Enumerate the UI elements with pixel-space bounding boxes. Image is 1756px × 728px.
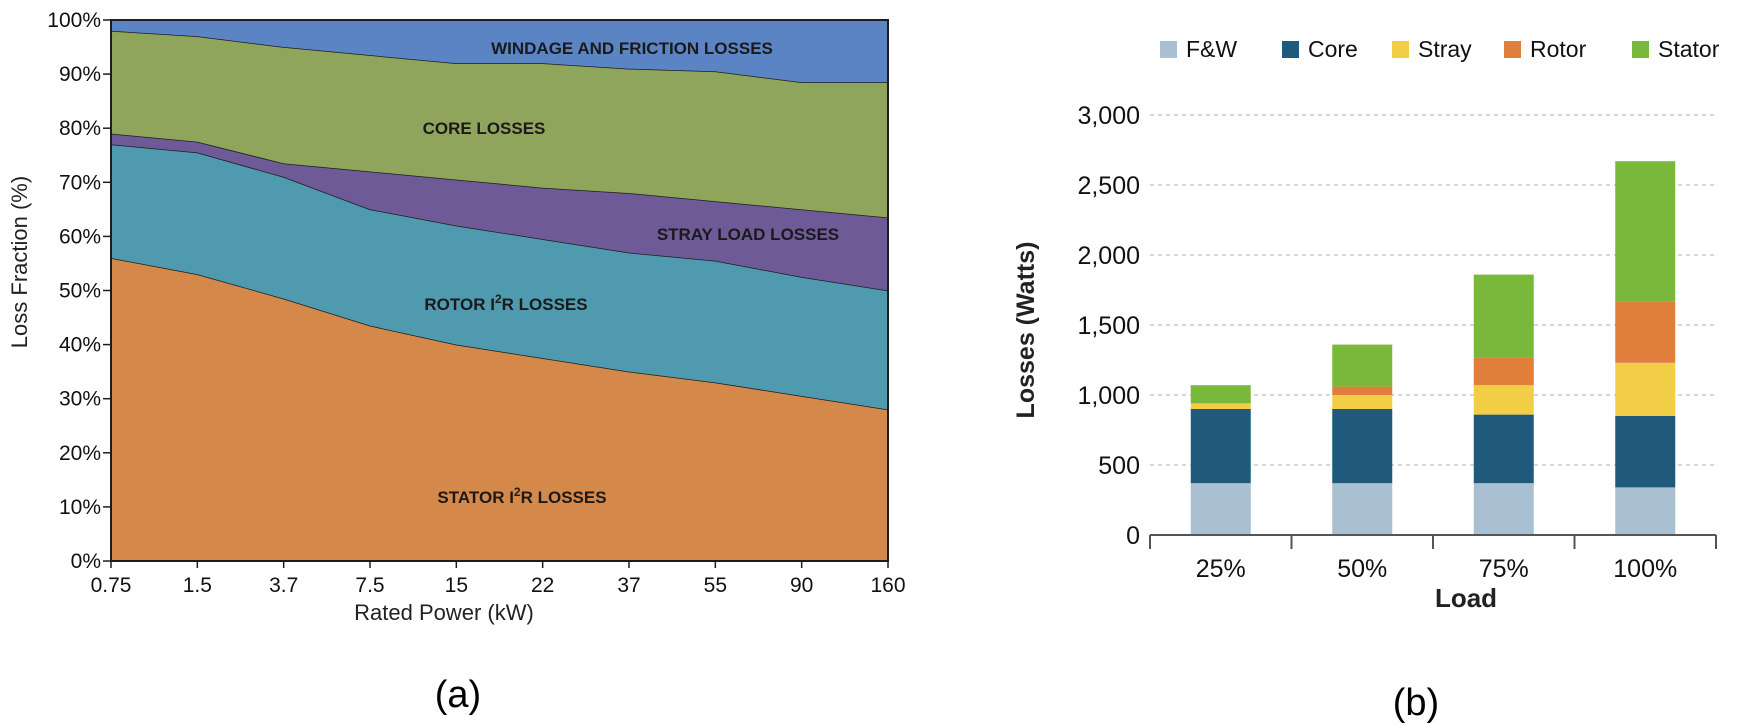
bar-y-tick-label: 500 — [1098, 452, 1140, 480]
area-y-tick-label: 60% — [59, 225, 101, 248]
area-windage-friction — [111, 20, 888, 83]
area-x-tick-label: 22 — [531, 574, 554, 597]
bar-segment-stator — [1332, 344, 1393, 387]
area-axes: 0% 10% 20% 30% 40% 50% 60% 70% 80% 90% 100% 0.75 1.5… — [47, 9, 905, 597]
area-y-tick-label: 0% — [71, 550, 101, 573]
bar-x-tick-label: 25% — [1196, 555, 1246, 583]
area-x-tick-label: 160 — [870, 574, 905, 597]
area-y-tick-label: 70% — [59, 171, 101, 194]
area-stator — [111, 258, 888, 561]
area-x-axis-title: Rated Power (kW) — [354, 600, 534, 625]
area-x-tick-label: 55 — [704, 574, 727, 597]
bar-legend: F&W Core Stray Rotor Stator — [1160, 36, 1720, 62]
bar-segment-stray — [1332, 395, 1393, 409]
bar-segment-f-w — [1332, 483, 1393, 535]
loss-fraction-area-chart: STATOR I2R LOSSES ROTOR I2R LOSSES STRAY L… — [7, 9, 906, 625]
bar-y-tick-label: 3,000 — [1077, 102, 1140, 130]
bar-segment-f-w — [1190, 483, 1251, 535]
area-y-tick-label: 10% — [59, 496, 101, 519]
bar-segment-rotor — [1615, 301, 1676, 363]
area-label-core: CORE LOSSES — [423, 119, 546, 138]
area-x-tick-label: 37 — [617, 574, 640, 597]
bar-x-axis-title: Load — [1435, 583, 1497, 613]
bar-x-tick-label: 75% — [1479, 555, 1529, 583]
legend-label: Rotor — [1530, 36, 1587, 62]
bar-segment-stray — [1473, 385, 1534, 415]
legend-item-core: Core — [1282, 36, 1358, 62]
bar-x-tick-label: 50% — [1337, 555, 1387, 583]
area-y-tick-label: 100% — [47, 9, 101, 32]
losses-stacked-bar-chart: 0 500 1,000 1,500 2,000 2,500 3,000 25% 50% 75% 10… — [1012, 36, 1720, 613]
area-y-tick-label: 30% — [59, 388, 101, 411]
bar-gridlines — [1150, 114, 1716, 466]
bar-x-tick-label: 100% — [1613, 555, 1677, 583]
area-rotor — [111, 144, 888, 410]
bar-segment-stray — [1615, 362, 1676, 416]
bar-segment-stator — [1473, 274, 1534, 358]
panel-label-b: (b) — [1393, 682, 1439, 724]
bar-segment-stray — [1190, 403, 1251, 409]
bar-y-tick-label: 1,500 — [1077, 312, 1140, 340]
bar-segment-rotor — [1473, 357, 1534, 386]
bar-y-tick-label: 2,000 — [1077, 242, 1140, 270]
bar-y-tick-label: 0 — [1126, 522, 1140, 550]
area-x-tick-label: 3.7 — [269, 574, 298, 597]
legend-item-stator: Stator — [1632, 36, 1720, 62]
area-x-tick-label: 15 — [445, 574, 468, 597]
bar-segment-core — [1332, 409, 1393, 484]
area-y-axis-title: Loss Fraction (%) — [7, 176, 32, 348]
panel-label-a: (a) — [435, 674, 481, 716]
area-y-tick-label: 80% — [59, 117, 101, 140]
bar-segment-core — [1190, 409, 1251, 484]
bar-segment-f-w — [1615, 487, 1676, 535]
area-x-tick-label: 0.75 — [91, 574, 132, 597]
area-core — [111, 30, 888, 218]
area-label-stray-load: STRAY LOAD LOSSES — [657, 225, 839, 244]
legend-swatch — [1504, 41, 1521, 58]
area-y-tick-label: 40% — [59, 334, 101, 357]
bar-axes: 0 500 1,000 1,500 2,000 2,500 3,000 25% 50% 75% 10… — [1077, 102, 1717, 583]
bar-y-tick-label: 1,000 — [1077, 382, 1140, 410]
legend-item-stray: Stray — [1392, 36, 1472, 62]
bar-segment-core — [1615, 416, 1676, 488]
legend-swatch — [1392, 41, 1409, 58]
area-stray-load — [111, 133, 888, 291]
area-label-stator: STATOR I2R LOSSES — [437, 485, 606, 507]
legend-label: Stator — [1658, 36, 1720, 62]
legend-swatch — [1160, 41, 1177, 58]
bar-segment-stator — [1190, 385, 1251, 404]
legend-label: Stray — [1418, 36, 1472, 62]
bar-segment-f-w — [1473, 483, 1534, 535]
area-y-tick-label: 90% — [59, 63, 101, 86]
legend-swatch — [1632, 41, 1649, 58]
area-x-tick-label: 90 — [790, 574, 813, 597]
legend-label: F&W — [1186, 36, 1237, 62]
area-label-windage-friction: WINDAGE AND FRICTION LOSSES — [491, 39, 773, 58]
area-y-tick-label: 20% — [59, 442, 101, 465]
bar-y-tick-label: 2,500 — [1077, 172, 1140, 200]
legend-swatch — [1282, 41, 1299, 58]
area-labels: STATOR I2R LOSSES ROTOR I2R LOSSES STRAY L… — [423, 39, 840, 507]
legend-item-f-w: F&W — [1160, 36, 1237, 62]
area-y-tick-label: 50% — [59, 280, 101, 303]
legend-label: Core — [1308, 36, 1358, 62]
area-series-group — [110, 20, 889, 561]
area-x-tick-label: 1.5 — [183, 574, 212, 597]
bar-segment-rotor — [1332, 386, 1393, 395]
bar-segment-core — [1473, 414, 1534, 484]
bar-y-axis-title: Losses (Watts) — [1012, 242, 1040, 419]
bar-segment-stator — [1615, 161, 1676, 302]
area-x-tick-label: 7.5 — [355, 574, 384, 597]
bar-series-group — [1190, 161, 1676, 535]
area-label-rotor: ROTOR I2R LOSSES — [424, 292, 587, 314]
legend-item-rotor: Rotor — [1504, 36, 1587, 62]
